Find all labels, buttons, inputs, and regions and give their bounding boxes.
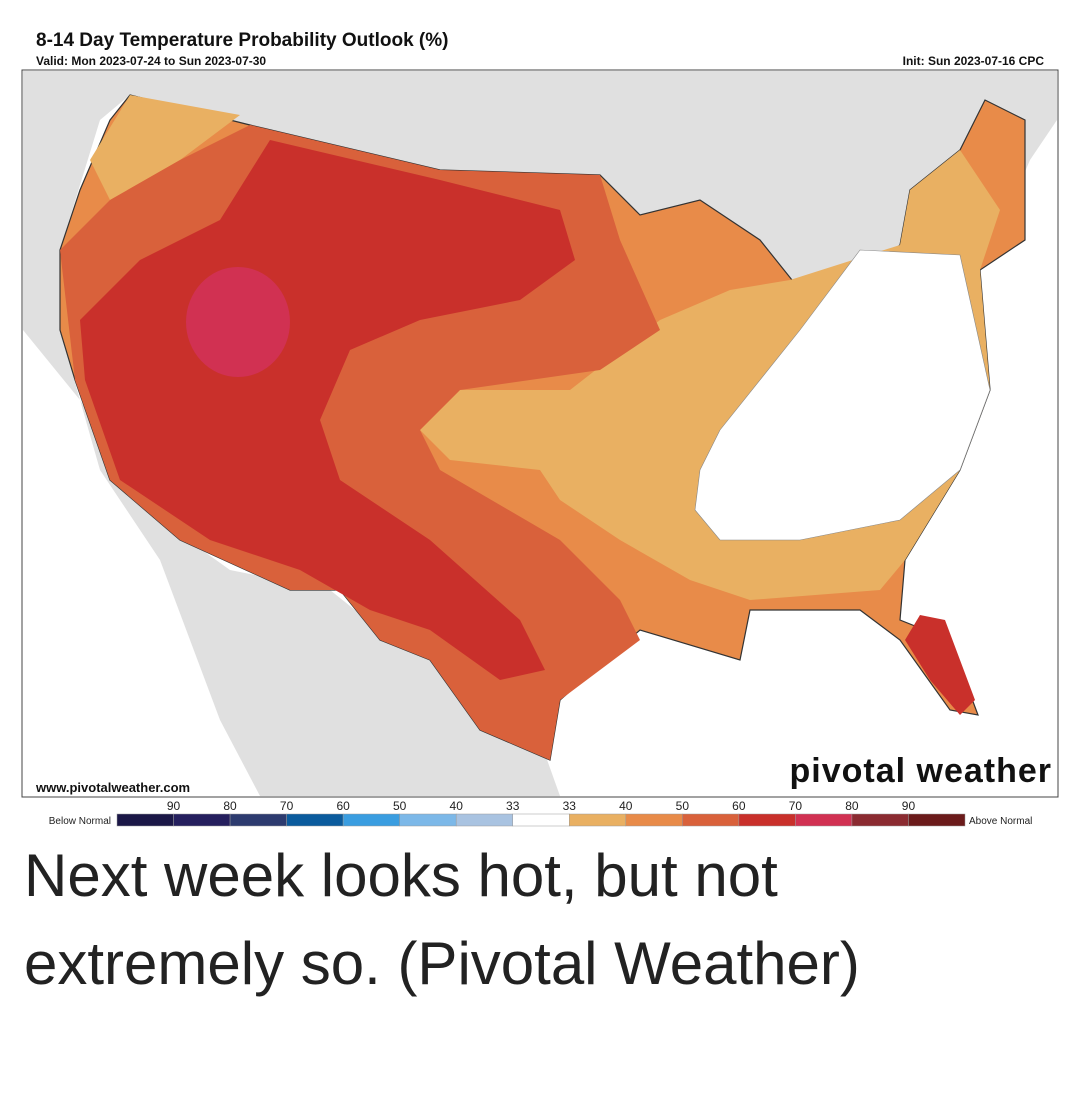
legend-tick-label: 33 [563, 799, 577, 813]
legend-swatch [851, 813, 909, 827]
legend-swatch [738, 813, 796, 827]
legend-below-label: Below Normal [49, 816, 111, 827]
title: 8-14 Day Temperature Probability Outlook… [36, 30, 449, 51]
legend-above-label: Above Normal [969, 816, 1032, 827]
legend-tick-label: 70 [280, 799, 294, 813]
band-40 [90, 95, 240, 200]
legend-tick-label: 60 [336, 799, 350, 813]
legend-swatch [512, 813, 570, 827]
legend-tick-label: 60 [732, 799, 746, 813]
valid-date: Valid: Mon 2023-07-24 to Sun 2023-07-30 [36, 54, 267, 68]
map-panel: 90 80 70 60 50 40 33 33 40 50 60 70 80 90 Below Normal… [21, 30, 1059, 827]
legend-swatch [342, 813, 400, 827]
caption: Next week looks hot, but not extremely s… [24, 842, 860, 997]
legend-swatch [682, 813, 740, 827]
legend-swatch [625, 813, 683, 827]
logo: pivotal weather [789, 752, 1052, 790]
legend-swatch [569, 813, 627, 827]
legend-swatch [908, 813, 966, 827]
legend-swatch [229, 813, 287, 827]
legend-tick-label: 80 [845, 799, 859, 813]
init-date: Init: Sun 2023-07-16 CPC [902, 54, 1044, 68]
land [23, 71, 1057, 796]
legend-tick-label: 50 [676, 799, 690, 813]
band-70 [905, 615, 975, 715]
legend-tick-label: 80 [223, 799, 237, 813]
website: www.pivotalweather.com [36, 780, 191, 795]
legend-tick-label: 33 [506, 799, 520, 813]
band-33 [694, 249, 991, 541]
legend-tick-label: 90 [167, 799, 181, 813]
legend-swatch [399, 813, 457, 827]
map: 90 80 70 60 50 40 33 33 40 50 60 70 80 90 Below Normal… [21, 69, 1059, 827]
legend-tick-label: 50 [393, 799, 407, 813]
legend-swatch [795, 813, 853, 827]
legend-tick-label: 90 [902, 799, 916, 813]
legend-swatch [286, 813, 344, 827]
band-80 [186, 267, 290, 377]
band-70 [80, 140, 575, 680]
legend-tick-label: 40 [450, 799, 464, 813]
legend-tick-label: 40 [619, 799, 633, 813]
legend-tick-label: 70 [789, 799, 803, 813]
legend-swatch [173, 813, 231, 827]
legend-swatch [455, 813, 513, 827]
legend-swatch [116, 813, 174, 827]
